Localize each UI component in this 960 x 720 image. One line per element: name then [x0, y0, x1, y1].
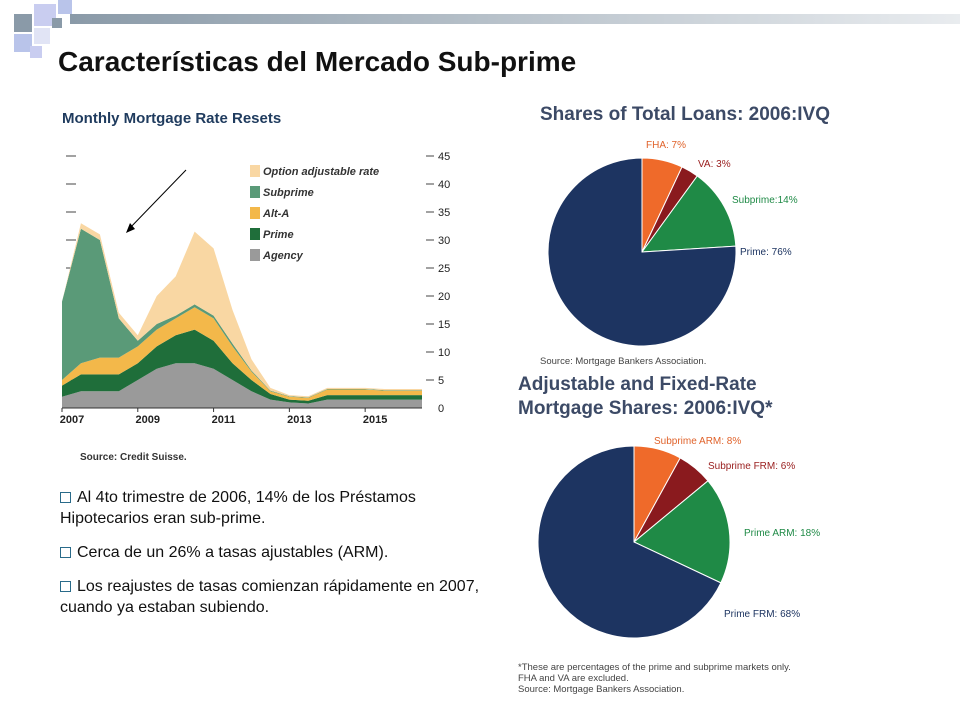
legend-label: Prime — [263, 229, 294, 241]
pie2-title-line1: Adjustable and Fixed-Rate — [518, 374, 757, 395]
y-tick-label: 25 — [438, 263, 450, 275]
annotation-arrow — [127, 169, 187, 231]
pie-slice-label: VA: 3% — [698, 159, 731, 170]
area-series-subprime — [62, 228, 422, 398]
checkbox-bullet-icon — [60, 581, 71, 592]
deco-square — [30, 46, 42, 58]
pie2-note-line1: *These are percentages of the prime and … — [518, 662, 791, 673]
bullet-text: Al 4to trimestre de 2006, 14% de los Pré… — [60, 489, 416, 527]
y-tick-label: 35 — [438, 207, 450, 219]
area-series-alt-a — [62, 307, 422, 401]
total-loans-pie: FHA: 7% VA: 3% Subprime:14% Prime: 76% — [547, 140, 798, 347]
bar-chart-source: Source: Credit Suisse. — [80, 452, 187, 463]
legend-label: Alt-A — [262, 208, 289, 220]
y-tick-label: 20 — [438, 291, 450, 303]
bullet-item: Los reajustes de tasas comienzan rápidam… — [60, 576, 480, 618]
checkbox-bullet-icon — [60, 492, 71, 503]
arm-frm-pie: Subprime ARM: 8% Subprime FRM: 6% Prime AR… — [537, 436, 820, 639]
header-bar — [70, 14, 960, 24]
x-tick-label: 2007 — [60, 414, 84, 426]
deco-square — [14, 14, 32, 32]
area-series-prime — [62, 329, 422, 404]
pie-slice — [640, 175, 737, 253]
bullet-item: Cerca de un 26% a tasas ajustables (ARM)… — [60, 542, 480, 563]
pie-slice-label: Prime: 76% — [740, 247, 792, 258]
y-tick-label: 40 — [438, 179, 450, 191]
pie-slice-label: Subprime ARM: 8% — [654, 436, 741, 447]
checkbox-bullet-icon — [60, 547, 71, 558]
y-tick-label: 10 — [438, 347, 450, 359]
pie-slice-label: Subprime FRM: 6% — [708, 461, 795, 472]
legend-swatch — [250, 186, 260, 198]
legend-swatch — [250, 207, 260, 219]
pie-slice — [537, 445, 722, 639]
pie2-source: Source: Mortgage Bankers Association. — [518, 684, 685, 695]
pie1-title: Shares of Total Loans: 2006:IVQ — [540, 104, 831, 125]
legend-swatch — [250, 249, 260, 261]
legend-label: Option adjustable rate — [263, 166, 379, 178]
bullet-list: Al 4to trimestre de 2006, 14% de los Pré… — [60, 487, 480, 631]
deco-square — [58, 0, 72, 14]
pie1-source: Source: Mortgage Bankers Association. — [540, 356, 707, 367]
deco-square — [52, 18, 62, 28]
y-tick-label: 45 — [438, 151, 450, 163]
pie-slice-label: FHA: 7% — [646, 140, 686, 151]
legend-swatch — [250, 165, 260, 177]
deco-square — [14, 34, 32, 52]
y-tick-label: 15 — [438, 319, 450, 331]
pie2-title-line2: Mortgage Shares: 2006:IVQ* — [518, 398, 773, 419]
legend-label: Agency — [262, 250, 304, 262]
bullet-text: Los reajustes de tasas comienzan rápidam… — [60, 578, 480, 616]
annotation-arrowhead — [126, 223, 135, 233]
legend-swatch — [250, 228, 260, 240]
deco-square — [34, 28, 50, 44]
pie-slice-label: Subprime:14% — [732, 195, 798, 206]
bullet-text: Cerca de un 26% a tasas ajustables (ARM)… — [77, 544, 389, 561]
pie2-note-line2: FHA and VA are excluded. — [518, 673, 629, 684]
x-tick-label: 2009 — [136, 414, 160, 426]
page-title: Características del Mercado Sub-prime — [58, 46, 577, 77]
bullet-item: Al 4to trimestre de 2006, 14% de los Pré… — [60, 487, 480, 529]
bar-chart-title: Monthly Mortgage Rate Resets — [62, 110, 282, 127]
deco-square — [34, 4, 56, 26]
pie-slice — [633, 480, 731, 584]
pie-slice-label: Prime ARM: 18% — [744, 528, 820, 539]
y-tick-label: 5 — [438, 375, 444, 387]
x-tick-label: 2015 — [363, 414, 387, 426]
pie2-note: *These are percentages of the prime and … — [518, 662, 791, 695]
pie-slice-label: Prime FRM: 68% — [724, 609, 800, 620]
x-tick-label: 2013 — [287, 414, 311, 426]
pie-slice — [547, 157, 737, 347]
legend-label: Subprime — [263, 187, 314, 199]
rate-resets-chart: 2007 2009 2011 2013 2015 0 5 10 15 20 25 30 35 40 45 O… — [60, 151, 450, 426]
y-tick-label: 0 — [438, 403, 444, 415]
y-tick-label: 30 — [438, 235, 450, 247]
x-tick-label: 2011 — [212, 414, 236, 426]
